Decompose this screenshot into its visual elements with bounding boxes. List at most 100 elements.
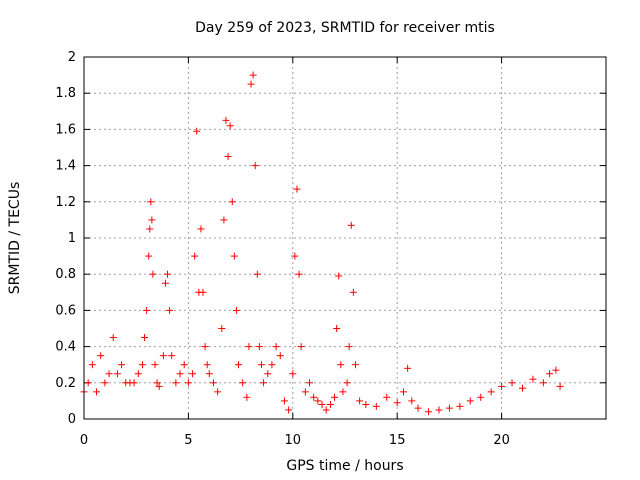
y-tick-label-4: 0.8	[55, 267, 76, 282]
y-tick-label-3: 0.6	[55, 303, 76, 318]
data-point-103	[445, 404, 453, 412]
data-point-94	[372, 402, 380, 410]
data-point-40	[201, 343, 209, 351]
y-tick-label-2: 0.4	[55, 340, 76, 355]
data-point-61	[255, 343, 263, 351]
data-point-6	[105, 370, 113, 378]
data-point-55	[243, 393, 251, 401]
plot-frame	[83, 56, 607, 420]
data-point-63	[260, 379, 268, 387]
data-point-26	[161, 279, 169, 287]
x-axis-ticks: 0 5 10 15 20	[80, 57, 510, 448]
data-point-112	[539, 379, 547, 387]
data-point-88	[345, 343, 353, 351]
data-point-31	[176, 370, 184, 378]
data-point-36	[193, 127, 201, 135]
data-point-34	[189, 370, 197, 378]
data-point-8	[113, 370, 121, 378]
data-point-81	[326, 401, 334, 409]
y-tick-label-10: 2	[68, 50, 76, 65]
data-point-110	[518, 384, 526, 392]
data-point-71	[291, 252, 299, 260]
data-point-14	[138, 361, 146, 369]
data-point-56	[245, 343, 253, 351]
x-tick-label-4: 20	[493, 433, 510, 448]
y-tick-label-7: 1.4	[55, 159, 76, 174]
data-point-84	[335, 272, 343, 280]
data-point-25	[159, 352, 167, 360]
data-point-57	[247, 80, 255, 88]
data-point-107	[487, 388, 495, 396]
data-point-47	[222, 116, 230, 124]
data-point-76	[306, 379, 314, 387]
data-point-82	[331, 393, 339, 401]
data-point-115	[556, 382, 564, 390]
data-point-30	[172, 379, 180, 387]
data-point-104	[456, 402, 464, 410]
data-point-91	[351, 361, 359, 369]
data-point-20	[148, 216, 156, 224]
chart-title: Day 259 of 2023, SRMTID for receiver mti…	[195, 20, 495, 36]
data-point-13	[134, 370, 142, 378]
y-tick-label-9: 1.8	[55, 86, 76, 101]
data-point-100	[414, 404, 422, 412]
data-point-66	[272, 343, 280, 351]
data-point-78	[314, 397, 322, 405]
data-point-74	[297, 343, 305, 351]
data-point-41	[203, 361, 211, 369]
y-tick-label-0: 0	[68, 412, 76, 427]
data-point-52	[232, 306, 240, 314]
x-tick-label-0: 0	[80, 433, 88, 448]
data-point-106	[477, 393, 485, 401]
data-point-29	[168, 352, 176, 360]
data-point-99	[408, 397, 416, 405]
data-point-72	[293, 185, 301, 193]
data-point-68	[280, 397, 288, 405]
data-point-32	[180, 361, 188, 369]
data-point-9	[118, 361, 126, 369]
data-point-35	[191, 252, 199, 260]
data-point-33	[184, 379, 192, 387]
data-point-24	[155, 382, 163, 390]
data-point-69	[285, 406, 293, 414]
data-point-108	[498, 382, 506, 390]
data-point-48	[224, 153, 232, 161]
data-point-12	[130, 379, 138, 387]
data-point-73	[295, 270, 303, 278]
data-series-srmtid	[80, 71, 564, 416]
y-axis-ticks: 0 0.2 0.4 0.6 0.8 1 1.2 1.4 1.6 1.8 2	[55, 50, 606, 427]
data-point-49	[226, 122, 234, 130]
data-point-90	[349, 288, 357, 296]
data-point-4	[97, 352, 105, 360]
data-point-7	[109, 334, 117, 342]
data-point-93	[362, 401, 370, 409]
y-tick-label-6: 1.2	[55, 195, 76, 210]
data-point-2	[88, 361, 96, 369]
data-point-58	[249, 71, 257, 79]
data-point-19	[147, 198, 155, 206]
grid-lines	[84, 57, 606, 419]
data-point-80	[322, 406, 330, 414]
data-point-42	[205, 370, 213, 378]
data-point-23	[153, 379, 161, 387]
data-point-114	[552, 366, 560, 374]
data-point-89	[347, 221, 355, 229]
data-point-50	[228, 198, 236, 206]
data-point-105	[466, 397, 474, 405]
x-tick-label-1: 5	[184, 433, 192, 448]
data-point-38	[197, 225, 205, 233]
data-point-53	[235, 361, 243, 369]
data-point-83	[333, 325, 341, 332]
data-point-62	[257, 361, 265, 369]
y-tick-label-1: 0.2	[55, 376, 76, 391]
data-point-96	[393, 399, 401, 407]
data-point-5	[101, 379, 109, 387]
data-point-77	[310, 393, 318, 401]
x-tick-label-2: 10	[285, 433, 302, 448]
data-point-51	[230, 252, 238, 260]
data-point-39	[199, 288, 207, 296]
data-point-16	[143, 306, 151, 314]
y-tick-label-8: 1.6	[55, 122, 76, 137]
data-point-60	[253, 270, 261, 278]
